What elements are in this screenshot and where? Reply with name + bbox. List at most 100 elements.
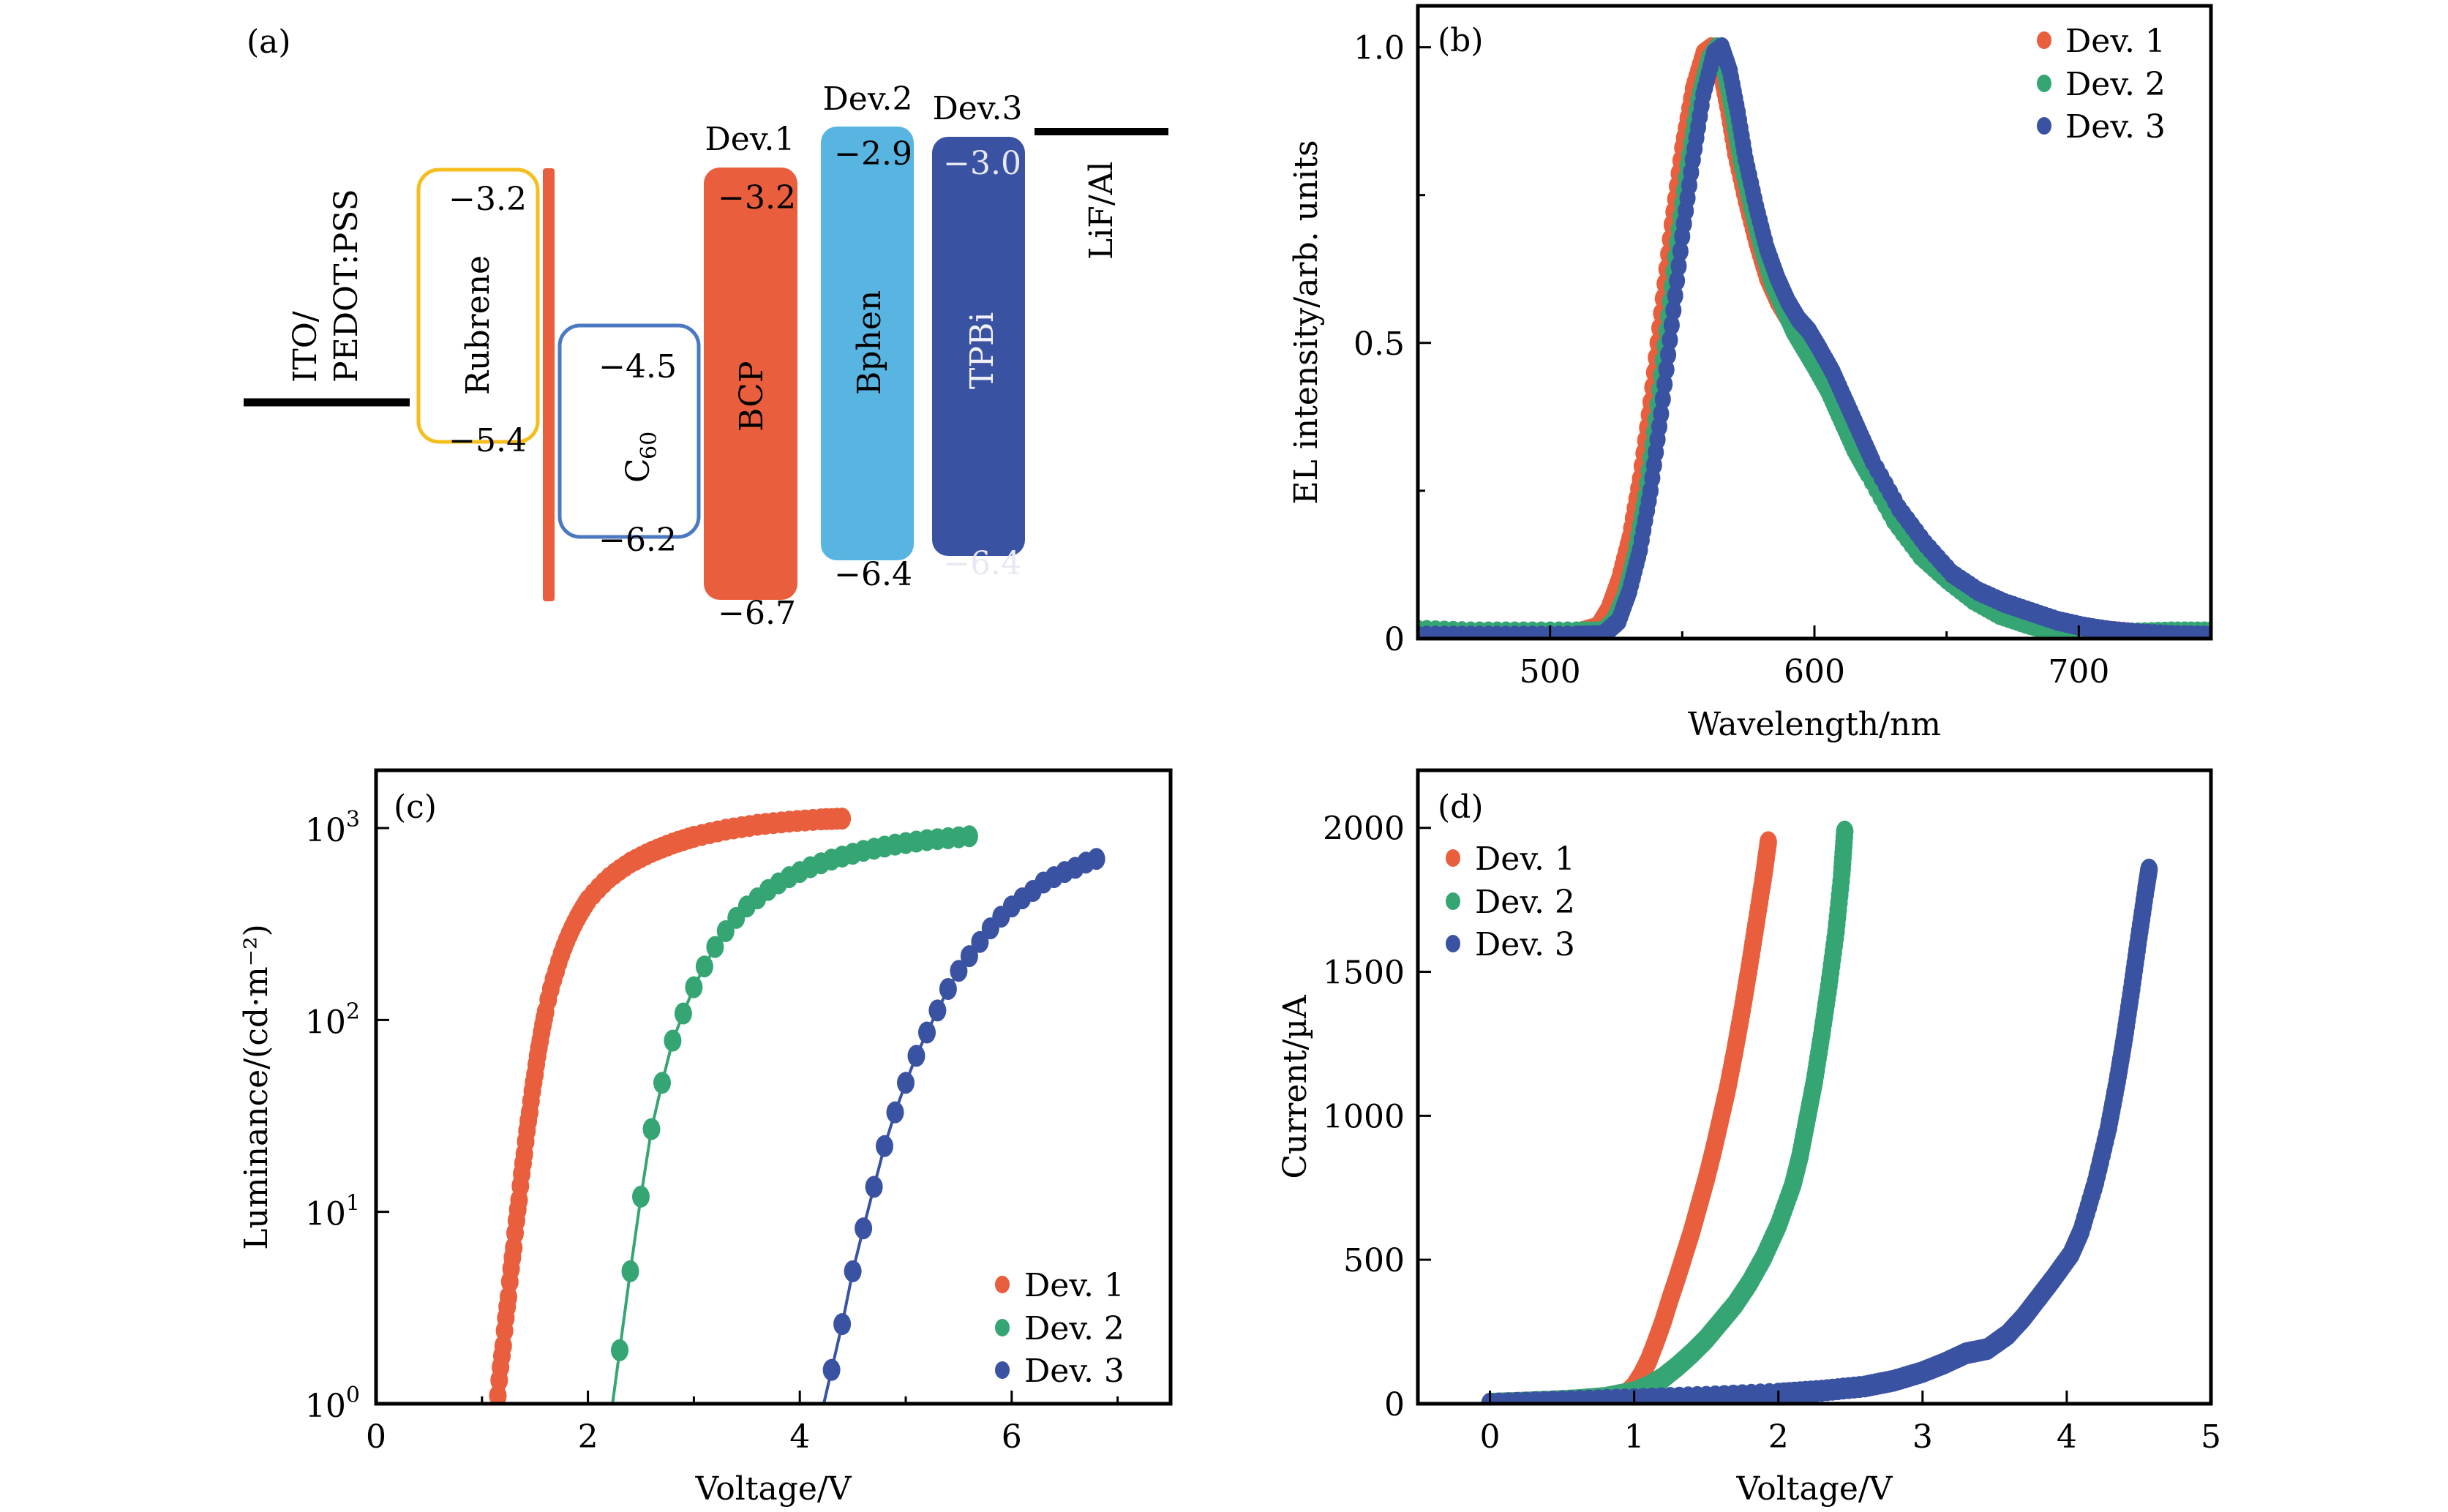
legend-label: Dev. 1 — [1024, 1267, 1124, 1304]
tpbi-lumo: −3.0 — [943, 145, 1021, 182]
data-point — [716, 920, 735, 942]
data-point — [855, 1217, 873, 1240]
data-point — [1653, 404, 1670, 424]
bcp-box — [704, 168, 797, 600]
x-tick-label: 5 — [2201, 1418, 2221, 1456]
legend-item: Dev. 1 — [1446, 840, 1575, 878]
data-point — [865, 1176, 883, 1198]
data-point — [632, 1185, 650, 1208]
anode-label-pedot: PEDOT:PSS — [328, 189, 365, 383]
data-point — [844, 1260, 862, 1282]
legend: Dev. 1 Dev. 2 Dev. 3 — [995, 1267, 1124, 1390]
data-point — [1662, 330, 1678, 350]
legend-item: Dev. 3 — [2037, 108, 2166, 146]
legend-item: Dev. 3 — [1446, 926, 1575, 963]
series-line — [611, 835, 970, 1404]
series-dev-3 — [1481, 858, 2158, 1404]
legend-label: Dev. 3 — [1024, 1353, 1124, 1390]
el-spectrum-chart: 500 600 700 0 0.5 1.0 Wavelength/nm EL intensit… — [1288, 4, 2213, 743]
data-point — [960, 825, 978, 848]
panel-label: (c) — [394, 789, 437, 826]
bcp-homo: −6.7 — [718, 595, 796, 632]
data-point — [918, 1021, 936, 1044]
legend-marker — [995, 1319, 1010, 1336]
series-dev-3 — [822, 848, 1105, 1404]
data-point — [1660, 345, 1677, 365]
legend-item: Dev. 2 — [995, 1310, 1124, 1347]
legend-label: Dev. 1 — [2065, 23, 2166, 60]
legend: Dev. 1 Dev. 2 Dev. 3 — [2037, 23, 2166, 146]
plot-area — [489, 808, 1105, 1404]
data-point — [1665, 300, 1682, 321]
y-tick-mantissa: 10 — [305, 1388, 346, 1425]
y-tick-label: 1000 — [1323, 1098, 1405, 1135]
x-tick-label: 6 — [1002, 1418, 1022, 1456]
y-tick-exponent: 3 — [346, 807, 360, 832]
y-tick-label: 500 — [1343, 1242, 1405, 1279]
y-tick-label: 0 — [1384, 1386, 1405, 1423]
data-point — [886, 1101, 904, 1124]
c60-label-main: C — [620, 458, 657, 483]
data-point — [2203, 625, 2211, 639]
data-point — [1836, 820, 1854, 843]
data-point — [1663, 315, 1680, 336]
data-point — [611, 1339, 628, 1361]
c60-label: C 60 — [620, 432, 662, 483]
data-point — [1759, 831, 1777, 854]
data-point — [876, 1135, 893, 1157]
data-point — [695, 955, 713, 978]
data-point — [939, 978, 957, 1000]
data-point — [822, 1358, 841, 1381]
x-tick-label: 0 — [1480, 1418, 1501, 1456]
c60-label-subscript: 60 — [637, 432, 662, 459]
x-axis-title: Wavelength/nm — [1688, 706, 1941, 743]
bphen-homo: −6.4 — [834, 556, 912, 593]
x-tick-label: 2 — [1768, 1418, 1789, 1456]
data-point — [971, 930, 989, 953]
current-voltage-chart: 0 1 2 3 4 5 0 500 1000 1500 2000 Voltage/V Current/µ… — [1277, 768, 2221, 1508]
legend-item: Dev. 1 — [995, 1267, 1124, 1304]
rubrene-homo: −5.4 — [448, 422, 527, 459]
legend-marker — [2037, 75, 2051, 92]
y-tick-mantissa: 10 — [305, 812, 346, 849]
y-tick-exponent: 1 — [346, 1191, 360, 1216]
data-point — [653, 1072, 671, 1094]
y-tick-label: 102 — [305, 998, 360, 1041]
data-point — [1656, 374, 1673, 395]
legend-marker — [1446, 935, 1460, 952]
y-tick-label: 101 — [305, 1191, 360, 1233]
axes-frame — [1416, 768, 2213, 1406]
dev2-label: Dev.2 — [823, 80, 913, 118]
energy-level-diagram: (a) ITO/ PEDOT:PSS −3.2 −5.4 Rubrene −4.… — [244, 23, 1168, 632]
y-axis-title: Luminance/(cd·m⁻²) — [238, 924, 275, 1249]
y-tick-label: 0.5 — [1353, 326, 1405, 363]
tpbi-box — [932, 137, 1025, 556]
legend-item: Dev. 3 — [995, 1353, 1124, 1390]
panel-label: (d) — [1438, 789, 1484, 826]
legend-label: Dev. 2 — [1024, 1310, 1124, 1347]
y-tick-label: 100 — [305, 1383, 360, 1425]
legend-marker — [1446, 892, 1460, 910]
tpbi-label: TPBi — [964, 312, 1001, 389]
series-dev-2 — [611, 825, 978, 1404]
data-point — [950, 960, 968, 982]
legend-marker — [995, 1276, 1010, 1293]
x-axis-title: Voltage/V — [1735, 1470, 1893, 1508]
anode-label-ito: ITO/ — [287, 311, 324, 383]
legend-marker — [1446, 849, 1460, 867]
x-tick-label: 700 — [2048, 653, 2109, 691]
bphen-lumo: −2.9 — [834, 135, 912, 173]
y-tick-label: 2000 — [1323, 810, 1405, 848]
legend-item: Dev. 2 — [1446, 884, 1575, 921]
legend-marker — [2037, 117, 2051, 135]
legend: Dev. 1 Dev. 2 Dev. 3 — [1446, 840, 1575, 963]
y-axis-title: Current/µA — [1277, 994, 1314, 1179]
panel-a-label: (a) — [247, 23, 291, 61]
legend-label: Dev. 3 — [2065, 108, 2166, 146]
data-point — [1672, 241, 1689, 262]
data-point — [664, 1029, 682, 1052]
data-point — [1667, 285, 1683, 306]
rubrene-label: Rubrene — [459, 255, 497, 395]
y-tick-exponent: 0 — [346, 1383, 360, 1408]
